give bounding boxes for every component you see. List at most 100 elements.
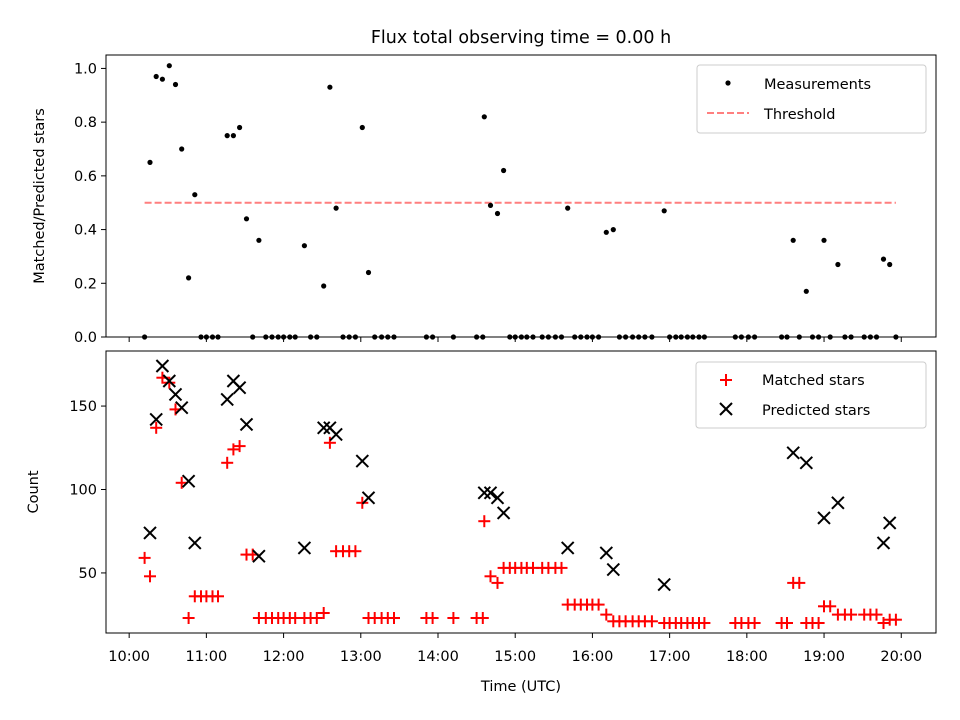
matched-star-point: [698, 617, 711, 629]
measurement-point: [224, 133, 230, 139]
matched-star-point: [478, 515, 491, 528]
predicted-star-point: [188, 536, 202, 550]
measurement-point: [327, 84, 333, 90]
top-y-tick-label: 0.0: [74, 330, 97, 346]
measurement-point: [172, 81, 179, 88]
predicted-star-point: [657, 577, 671, 592]
matched-star-point: [793, 576, 806, 589]
predicted-star-point: [490, 491, 505, 505]
bottom-y-tick-label: 50: [79, 566, 97, 582]
measurement-point: [481, 114, 487, 120]
measurement-point: [301, 243, 307, 249]
measurement-point: [803, 288, 809, 294]
predicted-star-point: [477, 486, 492, 500]
bottom-x-tick-label: 11:00: [185, 649, 227, 665]
matched-star-point: [491, 576, 504, 589]
top-panel: 0.0 0.2 0.4 0.6 0.8 1.0 Matched/Predicted sta…: [32, 54, 937, 346]
matched-star-point: [877, 617, 890, 629]
measurement-point: [333, 205, 339, 211]
legend-predicted-label: Predicted stars: [762, 403, 870, 419]
predicted-star-point: [876, 536, 891, 550]
predicted-star-point: [239, 417, 254, 432]
bottom-x-tick-label: 18:00: [726, 649, 768, 665]
predicted-star-point: [606, 562, 621, 577]
matched-star-point: [600, 608, 613, 621]
matched-star-point: [349, 545, 362, 558]
matched-star-point: [323, 436, 336, 449]
measurement-point: [790, 237, 796, 243]
measurement-point: [192, 192, 198, 198]
matched-star-point: [645, 615, 658, 628]
bottom-x-tick-label: 10:00: [108, 649, 150, 665]
predicted-star-point: [786, 446, 800, 460]
legend-measurements-marker: [725, 80, 731, 86]
measurement-point: [321, 283, 327, 289]
top-legend: Measurements Threshold: [696, 64, 927, 134]
predicted-star-point: [232, 380, 247, 395]
matched-star-point: [592, 598, 605, 611]
measurement-point: [159, 76, 165, 82]
matched-star-point: [824, 600, 837, 613]
matched-star-point: [233, 440, 246, 453]
measurement-point: [603, 229, 609, 235]
predicted-star-point: [817, 511, 831, 525]
matched-star-point: [426, 612, 439, 624]
predicted-star-point: [316, 421, 331, 435]
bottom-y-tick-label: 150: [69, 399, 97, 415]
predicted-star-point: [162, 374, 177, 388]
predicted-star-point: [599, 546, 614, 560]
matched-star-point: [748, 617, 761, 629]
matched-star-point: [138, 551, 151, 564]
predicted-star-point: [560, 541, 575, 555]
bottom-axes: 50 100 150 10:00 11:00 12:00 13:00 14:00 15:00 16…: [69, 399, 922, 665]
measurement-point: [153, 73, 159, 80]
matched-star-point: [227, 443, 240, 456]
legend-measurements-label: Measurements: [764, 77, 871, 93]
predicted-star-point: [496, 506, 511, 520]
measurement-point: [359, 124, 365, 131]
measurement-point: [487, 202, 494, 208]
matched-star-point: [889, 613, 902, 626]
measurement-point: [256, 237, 262, 243]
bottom-x-axis-label: Time (UTC): [480, 679, 561, 695]
measurement-point: [494, 210, 501, 217]
matched-star-point: [388, 612, 400, 624]
matched-star-point: [484, 570, 497, 583]
predicted-star-point: [483, 486, 498, 500]
predicted-star-point: [220, 392, 234, 407]
measurement-point: [610, 227, 616, 233]
top-axes: 0.0 0.2 0.4 0.6 0.8 1.0: [74, 61, 902, 346]
measurement-point: [565, 205, 571, 211]
measurement-point: [365, 269, 372, 276]
measurement-point: [821, 237, 827, 243]
predicted-star-point: [831, 496, 845, 510]
legend-threshold-label: Threshold: [763, 107, 835, 123]
predicted-star-point: [143, 526, 157, 540]
bottom-x-tick-label: 19:00: [803, 649, 845, 665]
bottom-x-tick-label: 14:00: [417, 649, 459, 665]
predicted-star-point: [174, 400, 189, 415]
predicted-star-point: [329, 427, 343, 442]
matched-star-point: [447, 612, 460, 624]
top-y-tick-label: 0.8: [74, 115, 97, 131]
legend-matched-marker: [720, 374, 732, 386]
bottom-legend-box: [695, 361, 927, 429]
predicted-star-point: [799, 456, 814, 470]
matched-star-point: [163, 376, 176, 389]
bottom-panel: 50 100 150 10:00 11:00 12:00 13:00 14:00 15:00 16…: [26, 350, 937, 695]
predicted-star-point: [361, 491, 376, 505]
matched-star-point: [144, 570, 156, 583]
matched-star-point: [555, 561, 568, 574]
legend-matched-label: Matched stars: [762, 373, 865, 389]
top-y-tick-label: 0.2: [74, 276, 97, 292]
matched-star-point: [781, 617, 793, 629]
bottom-marks: [138, 359, 902, 629]
top-y-axis-label: Matched/Predicted stars: [32, 108, 48, 284]
bottom-x-tick-label: 15:00: [494, 649, 536, 665]
top-y-tick-label: 1.0: [74, 61, 97, 77]
predicted-star-point: [149, 412, 163, 427]
measurement-point: [835, 261, 841, 268]
top-y-tick-label: 0.4: [74, 223, 97, 239]
bottom-y-axis-label: Count: [26, 470, 42, 513]
